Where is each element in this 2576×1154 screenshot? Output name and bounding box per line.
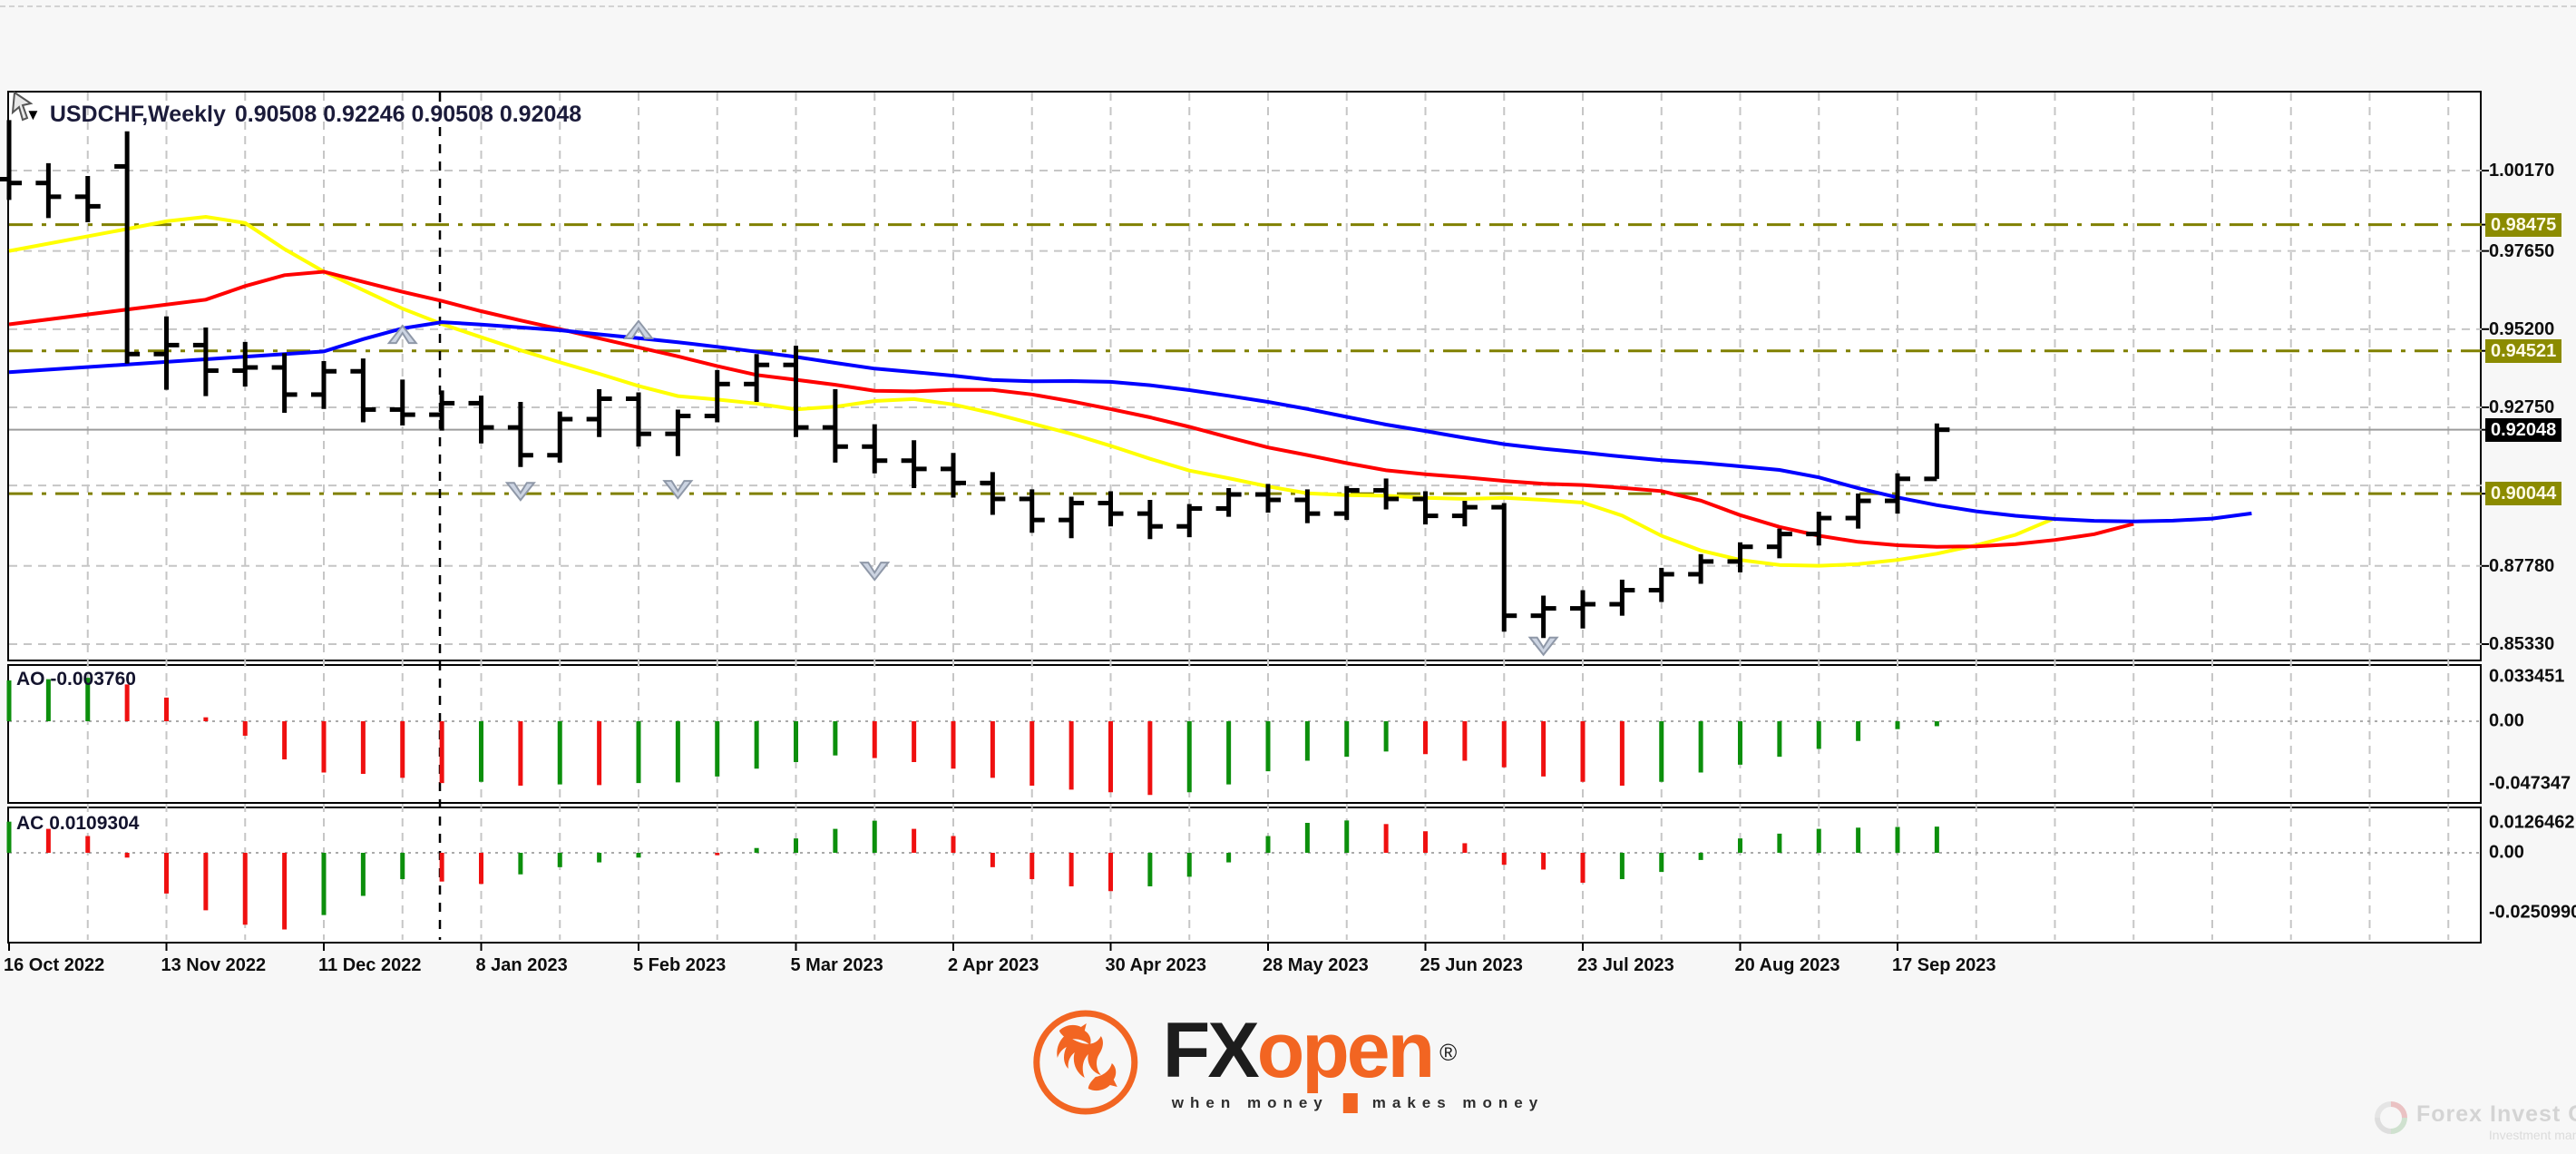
price-axis-label: 0.90044 bbox=[2485, 482, 2562, 505]
alligator-jaw bbox=[8, 320, 2252, 523]
ac-axis-label: -0.0250990 bbox=[2489, 902, 2576, 923]
tagline-right: makes money bbox=[1371, 1094, 1545, 1111]
price-bars bbox=[0, 120, 1950, 639]
logo-fx-text: FX bbox=[1162, 1007, 1260, 1094]
tagline-separator-square bbox=[1342, 1093, 1358, 1113]
chart-window bbox=[7, 91, 2482, 944]
tagline-left: when money bbox=[1171, 1094, 1329, 1111]
broker-watermark: Forex Invest Group OU Investment managem… bbox=[2375, 1101, 2576, 1142]
price-axis-label: 1.00170 bbox=[2489, 161, 2555, 181]
time-axis-label: 16 Oct 2022 bbox=[4, 955, 105, 975]
alligator-lips bbox=[8, 214, 2056, 568]
ac-name: AC bbox=[16, 813, 44, 834]
price-axis-label: 0.98475 bbox=[2485, 213, 2562, 237]
ohlc-values: 0.90508 0.92246 0.90508 0.92048 bbox=[234, 102, 582, 127]
chart-title-bar: ▼ USDCHF,Weekly 0.90508 0.92246 0.90508 … bbox=[13, 102, 581, 128]
alligator-teeth bbox=[8, 269, 2134, 549]
ac-indicator-label: AC 0.0109304 bbox=[16, 813, 139, 835]
fxopen-bull-icon bbox=[1033, 1010, 1138, 1115]
ac-axis-label: 0.0126462 bbox=[2489, 812, 2575, 833]
ac-histogram bbox=[6, 820, 1939, 930]
time-axis-label: 5 Mar 2023 bbox=[790, 955, 883, 975]
ao-axis-label: 0.033451 bbox=[2489, 666, 2565, 687]
price-axis-label: 0.92048 bbox=[2485, 418, 2562, 442]
horizontal-level-lines bbox=[9, 223, 2482, 495]
time-axis-label: 5 Feb 2023 bbox=[633, 955, 727, 975]
fxopen-logo: FX open ® when money makes money bbox=[1032, 1009, 1544, 1116]
grid-lines bbox=[9, 93, 2482, 940]
price-axis-label: 0.97650 bbox=[2489, 241, 2555, 261]
registered-mark: ® bbox=[1439, 1039, 1458, 1066]
top-dashed-line bbox=[0, 5, 2576, 7]
watermark-subtitle: Investment management company bbox=[2488, 1128, 2576, 1142]
ao-name: AO bbox=[16, 669, 45, 689]
time-axis-label: 23 Jul 2023 bbox=[1577, 955, 1674, 975]
symbol-timeframe-title: USDCHF,Weekly bbox=[49, 102, 226, 127]
panel-separator-main-ao[interactable] bbox=[7, 660, 2482, 666]
time-axis-label: 11 Dec 2022 bbox=[318, 955, 422, 975]
ao-axis-label: -0.047347 bbox=[2489, 773, 2571, 794]
ac-value: 0.0109304 bbox=[49, 813, 140, 834]
ao-histogram bbox=[6, 678, 1939, 796]
price-axis-label: 0.94521 bbox=[2485, 339, 2562, 363]
logo-open-text: open bbox=[1256, 1007, 1435, 1094]
panel-separator-ao-ac[interactable] bbox=[7, 802, 2482, 808]
fxopen-wordmark: FX open ® when money makes money bbox=[1163, 1012, 1544, 1113]
price-axis-label: 0.85330 bbox=[2489, 634, 2555, 654]
time-axis-label: 28 May 2023 bbox=[1263, 955, 1369, 975]
ao-value: -0.003760 bbox=[50, 669, 136, 689]
watermark-title: Forex Invest Group OU bbox=[2416, 1101, 2576, 1127]
symbol-dropdown-icon[interactable]: ▼ bbox=[25, 105, 41, 123]
ao-indicator-label: AO -0.003760 bbox=[16, 669, 136, 690]
fractal-arrows bbox=[386, 319, 1559, 657]
ac-axis-label: 0.00 bbox=[2489, 842, 2524, 863]
watermark-ring-icon bbox=[2375, 1101, 2407, 1134]
time-axis-label: 8 Jan 2023 bbox=[475, 955, 568, 975]
ao-axis-label: 0.00 bbox=[2489, 710, 2524, 731]
price-axis-label: 0.95200 bbox=[2489, 319, 2555, 339]
time-axis-label: 25 Jun 2023 bbox=[1420, 955, 1523, 975]
price-axis-label: 0.87780 bbox=[2489, 556, 2555, 576]
time-axis-label: 13 Nov 2022 bbox=[161, 955, 267, 975]
time-axis-label: 30 Apr 2023 bbox=[1105, 955, 1207, 975]
price-axis-label: 0.92750 bbox=[2489, 397, 2555, 417]
time-axis-label: 20 Aug 2023 bbox=[1734, 955, 1840, 975]
cursor-arrow-icon bbox=[11, 91, 34, 122]
time-axis-label: 17 Sep 2023 bbox=[1892, 955, 1996, 975]
logo-tagline: when money makes money bbox=[1163, 1093, 1544, 1113]
time-axis-label: 2 Apr 2023 bbox=[948, 955, 1039, 975]
